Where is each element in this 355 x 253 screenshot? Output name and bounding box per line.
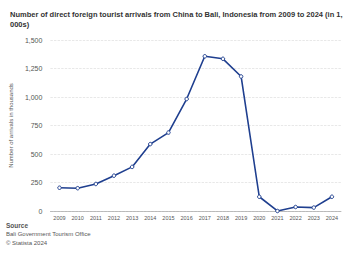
svg-text:250: 250 xyxy=(31,179,43,186)
svg-text:2009: 2009 xyxy=(53,215,65,221)
svg-text:2021: 2021 xyxy=(271,215,283,221)
svg-text:2012: 2012 xyxy=(108,215,120,221)
svg-text:2018: 2018 xyxy=(217,215,229,221)
svg-text:2015: 2015 xyxy=(162,215,174,221)
svg-text:2016: 2016 xyxy=(181,215,193,221)
svg-text:2023: 2023 xyxy=(308,215,320,221)
svg-text:2010: 2010 xyxy=(72,215,84,221)
svg-text:1,000: 1,000 xyxy=(25,94,43,101)
svg-text:000s): 000s) xyxy=(10,20,30,29)
svg-text:750: 750 xyxy=(31,122,43,129)
svg-text:2022: 2022 xyxy=(289,215,301,221)
svg-text:2013: 2013 xyxy=(126,215,138,221)
svg-text:0: 0 xyxy=(39,208,43,215)
svg-text:© Statista 2024: © Statista 2024 xyxy=(6,240,48,246)
svg-text:Number of direct foreign touri: Number of direct foreign tourist arrival… xyxy=(10,10,343,19)
svg-text:2014: 2014 xyxy=(144,215,156,221)
svg-text:Number of arrivals in thousand: Number of arrivals in thousands xyxy=(8,83,14,168)
svg-text:2011: 2011 xyxy=(90,215,102,221)
svg-text:Bali Government Tourism Office: Bali Government Tourism Office xyxy=(6,231,91,237)
svg-text:2024: 2024 xyxy=(326,215,338,221)
svg-text:2017: 2017 xyxy=(199,215,211,221)
svg-text:1,250: 1,250 xyxy=(25,65,43,72)
svg-text:2020: 2020 xyxy=(253,215,265,221)
svg-text:Source: Source xyxy=(6,222,28,229)
svg-text:2019: 2019 xyxy=(235,215,247,221)
svg-text:500: 500 xyxy=(31,151,43,158)
svg-text:1,500: 1,500 xyxy=(25,37,43,44)
